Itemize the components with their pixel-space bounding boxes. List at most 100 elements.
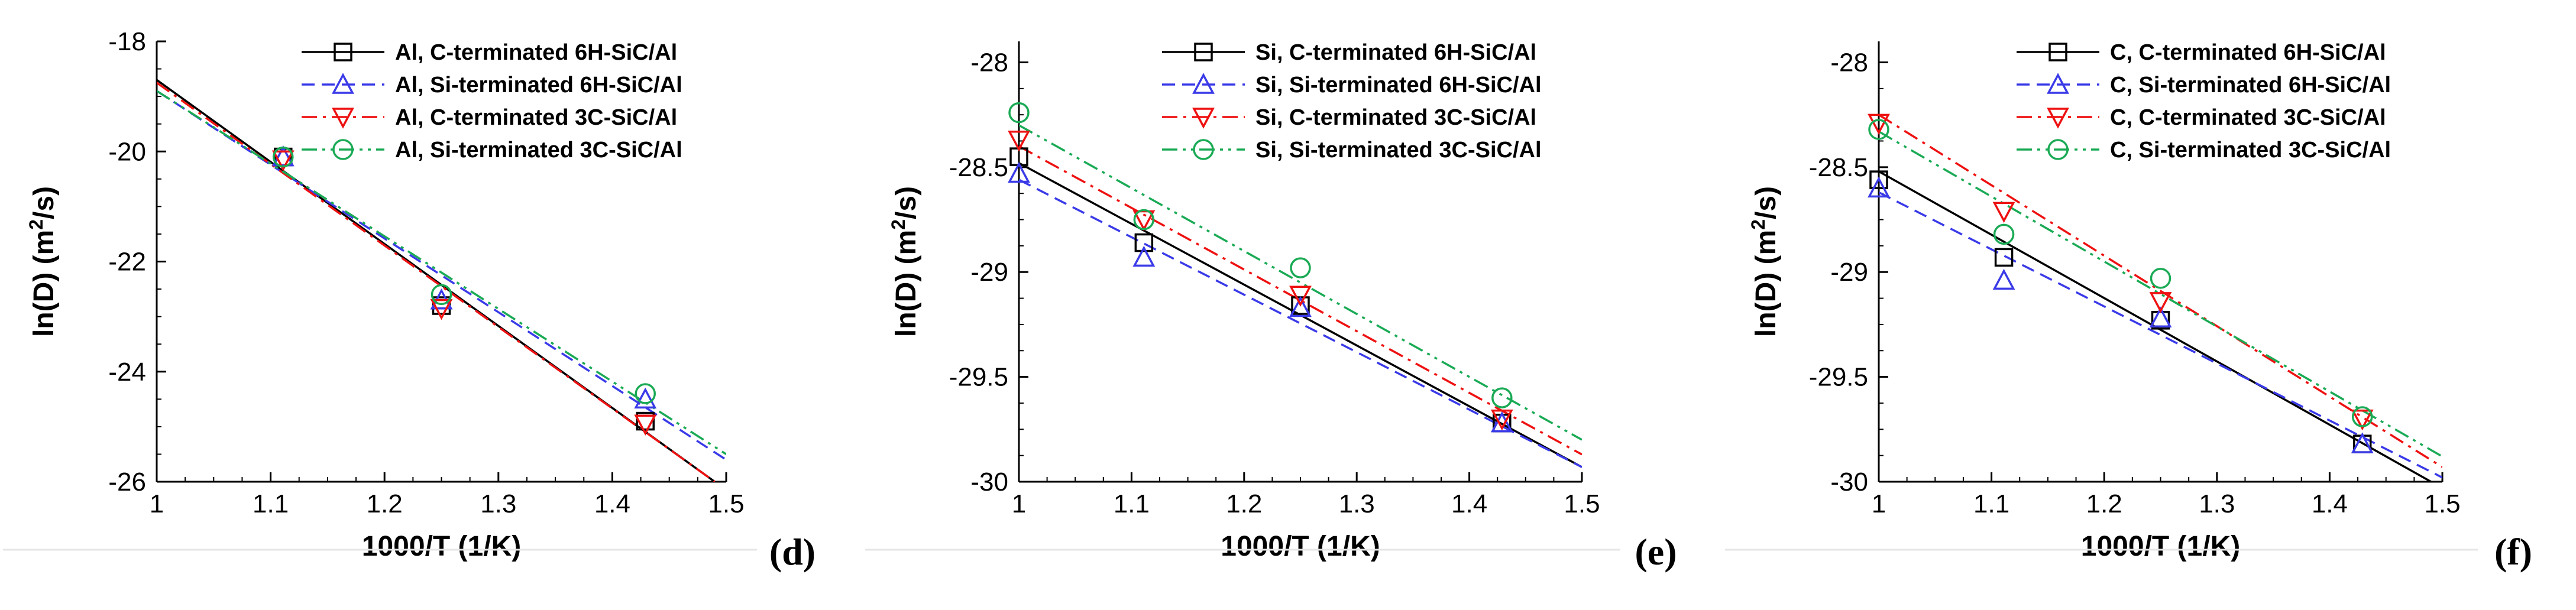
legend-label: C, Si-terminated 3C-SiC/Al <box>2110 138 2391 163</box>
legend-label: Si, Si-terminated 6H-SiC/Al <box>1255 73 1542 98</box>
data-point-series-3 <box>1490 409 1513 431</box>
x-tick-label: 1.2 <box>2086 489 2122 518</box>
legend: C, C-terminated 6H-SiC/Al C, Si-terminate… <box>2017 40 2391 163</box>
data-point-series-1 <box>1134 233 1154 252</box>
data-point-series-3 <box>1008 130 1030 152</box>
legend-label: Al, Si-terminated 3C-SiC/Al <box>395 138 682 163</box>
legend: Si, C-terminated 6H-SiC/Al Si, Si-termina… <box>1162 40 1542 163</box>
legend-marker <box>1192 73 1215 94</box>
x-tick-label: 1.4 <box>1451 489 1487 518</box>
x-tick-label: 1 <box>1872 489 1886 518</box>
data-point-series-2 <box>2351 432 2374 453</box>
data-point-series-4 <box>431 284 452 306</box>
legend-label: C, Si-terminated 6H-SiC/Al <box>2110 73 2391 98</box>
x-tick-label: 1.1 <box>1114 489 1150 518</box>
data-point-series-4 <box>273 146 294 168</box>
legend-marker <box>332 139 354 160</box>
x-tick-label: 1.4 <box>594 489 630 518</box>
x-tick-label: 1.3 <box>1339 489 1375 518</box>
y-axis-title: ln(D) (m2/s) <box>1747 186 1782 337</box>
data-point-series-4 <box>1868 119 1889 140</box>
x-tick-label: 1.2 <box>367 489 403 518</box>
data-point-series-3 <box>2149 292 2172 313</box>
chart-panel-2: 1 1.1 1.2 1.3 1.4 1.5 -30 -29.5 -29 -28.5 -28 1000/… <box>865 40 1677 573</box>
x-tick-label: 1 <box>150 489 164 518</box>
y-tick-label: -29.5 <box>949 363 1008 392</box>
legend-label: C, C-terminated 6H-SiC/Al <box>2110 40 2386 65</box>
data-point-series-3 <box>1132 210 1156 232</box>
legend-marker <box>334 43 352 61</box>
x-axis-title: 1000/T (1/K) <box>362 531 521 562</box>
series-line-3 <box>157 82 716 482</box>
x-tick-label: 1.2 <box>1226 489 1262 518</box>
y-tick-label: -28 <box>970 48 1008 77</box>
legend-label: Al, C-terminated 3C-SiC/Al <box>395 105 677 130</box>
data-point-series-3 <box>1992 202 2015 223</box>
legend-marker <box>332 73 354 94</box>
x-tick-label: 1.5 <box>1564 489 1600 518</box>
data-point-series-1 <box>636 411 655 431</box>
chart-panel-3: 1 1.1 1.2 1.3 1.4 1.5 -30 -29.5 -29 -28.5 -28 1000/… <box>1725 40 2532 573</box>
data-point-series-2 <box>1992 268 2015 290</box>
y-axis-title: ln(D) (m2/s) <box>25 186 60 337</box>
x-tick-label: 1 <box>1012 489 1026 518</box>
data-point-series-3 <box>1868 113 1890 135</box>
data-point-series-3 <box>1289 285 1312 307</box>
series-line-4 <box>157 90 726 455</box>
data-point-series-2 <box>2149 306 2172 328</box>
data-point-series-2 <box>1490 411 1513 433</box>
legend-marker <box>1193 139 1214 160</box>
data-point-series-3 <box>2351 409 2374 431</box>
data-point-series-4 <box>1290 257 1311 278</box>
x-tick-label: 1.1 <box>253 489 289 518</box>
series-line-2 <box>1019 179 1582 468</box>
y-tick-label: -22 <box>108 248 146 277</box>
data-point-series-2 <box>271 145 295 167</box>
legend-label: Al, C-terminated 6H-SiC/Al <box>395 40 677 65</box>
data-point-series-2 <box>1132 245 1156 267</box>
series-line-3 <box>1879 113 2442 468</box>
x-axis-title: 1000/T (1/K) <box>1221 531 1380 562</box>
x-tick-label: 1.4 <box>2312 489 2348 518</box>
data-point-series-4 <box>635 383 656 404</box>
legend-marker <box>2048 43 2067 61</box>
legend-marker <box>1192 108 1215 129</box>
y-tick-label: -30 <box>970 468 1008 497</box>
series-line-3 <box>1019 145 1582 456</box>
data-point-series-4 <box>2351 406 2373 427</box>
chart-panel-1: 1 1.1 1.2 1.3 1.4 1.5 -26 -24 -22 -20 -18 1000/T (1… <box>3 27 815 573</box>
data-point-series-1 <box>1869 170 1888 189</box>
y-tick-label: -20 <box>108 137 146 166</box>
series-line-1 <box>157 79 716 482</box>
legend-marker <box>332 108 354 129</box>
legend-marker <box>2047 108 2069 129</box>
data-point-series-4 <box>1993 223 2015 245</box>
data-point-series-2 <box>1008 161 1030 183</box>
panel-label: (f) <box>2494 531 2532 573</box>
x-tick-label: 1.3 <box>480 489 516 518</box>
legend-label: Al, Si-terminated 6H-SiC/Al <box>395 73 682 98</box>
y-tick-label: -29.5 <box>1809 363 1868 392</box>
data-point-series-2 <box>634 387 657 409</box>
plot-area <box>157 79 726 482</box>
legend-label: Si, C-terminated 6H-SiC/Al <box>1255 40 1536 65</box>
legend-marker <box>2047 139 2069 160</box>
legend: Al, C-terminated 6H-SiC/Al Al, Si-termina… <box>302 40 682 163</box>
x-axis-title: 1000/T (1/K) <box>2081 531 2240 562</box>
legend-label: Si, C-terminated 3C-SiC/Al <box>1255 105 1536 130</box>
y-tick-label: -29 <box>1830 258 1868 287</box>
y-tick-label: -28.5 <box>949 153 1008 182</box>
data-point-series-4 <box>2150 268 2172 289</box>
data-point-series-2 <box>1868 176 1890 198</box>
y-tick-label: -28.5 <box>1809 153 1868 182</box>
data-point-series-3 <box>634 414 657 436</box>
x-tick-label: 1.1 <box>1973 489 2009 518</box>
panel-label: (e) <box>1635 531 1677 573</box>
legend-label: Si, Si-terminated 3C-SiC/Al <box>1255 138 1542 163</box>
data-point-series-1 <box>1994 248 2014 267</box>
data-point-series-4 <box>1008 102 1030 124</box>
y-tick-label: -29 <box>970 258 1008 287</box>
legend-label: C, C-terminated 3C-SiC/Al <box>2110 105 2386 130</box>
